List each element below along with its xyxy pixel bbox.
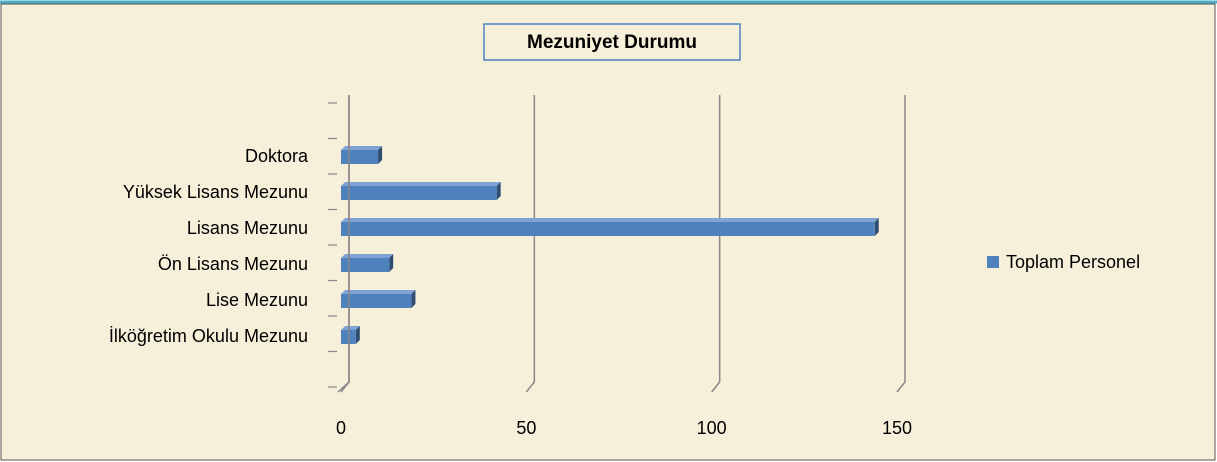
y-tick-label: İlköğretim Okulu Mezunu [109, 326, 308, 346]
legend-swatch [987, 256, 999, 268]
title-box [483, 23, 741, 61]
y-tick-label: Lisans Mezunu [187, 218, 308, 238]
x-tick-label: 0 [336, 418, 346, 438]
bar [341, 182, 501, 200]
bar-front [341, 222, 875, 236]
grid-line [525, 95, 536, 393]
bar [341, 326, 360, 344]
bar-top [341, 182, 501, 186]
bar-side [389, 254, 394, 272]
bar-side [874, 218, 879, 236]
y-axis [337, 95, 350, 393]
bar-front [341, 294, 412, 308]
bar-top [341, 290, 416, 294]
bar-front [341, 150, 379, 164]
bar-side [378, 146, 383, 164]
bar-top [341, 146, 383, 150]
grid-line [711, 95, 721, 393]
chart-title: Mezuniyet Durumu [527, 32, 697, 53]
bar [341, 290, 416, 308]
bar-side [355, 326, 360, 344]
bar-front [341, 258, 390, 272]
legend-label: Toplam Personel [1006, 252, 1140, 272]
bar [341, 254, 394, 272]
grid-line [896, 95, 906, 393]
x-tick-label: 150 [882, 418, 912, 438]
bar [341, 218, 879, 236]
y-tick-label: Yüksek Lisans Mezunu [123, 182, 308, 202]
bar-side [496, 182, 501, 200]
bar [341, 146, 383, 164]
y-tick-label: Ön Lisans Mezunu [158, 254, 308, 274]
x-tick-label: 100 [697, 418, 727, 438]
bar-top [341, 326, 360, 330]
bar-top [341, 218, 879, 222]
x-tick-label: 50 [516, 418, 536, 438]
bar-side [411, 290, 416, 308]
y-tick-label: Lise Mezunu [206, 290, 308, 310]
bar-front [341, 186, 497, 200]
bar-top [341, 254, 394, 258]
y-tick-label: Doktora [245, 146, 309, 166]
